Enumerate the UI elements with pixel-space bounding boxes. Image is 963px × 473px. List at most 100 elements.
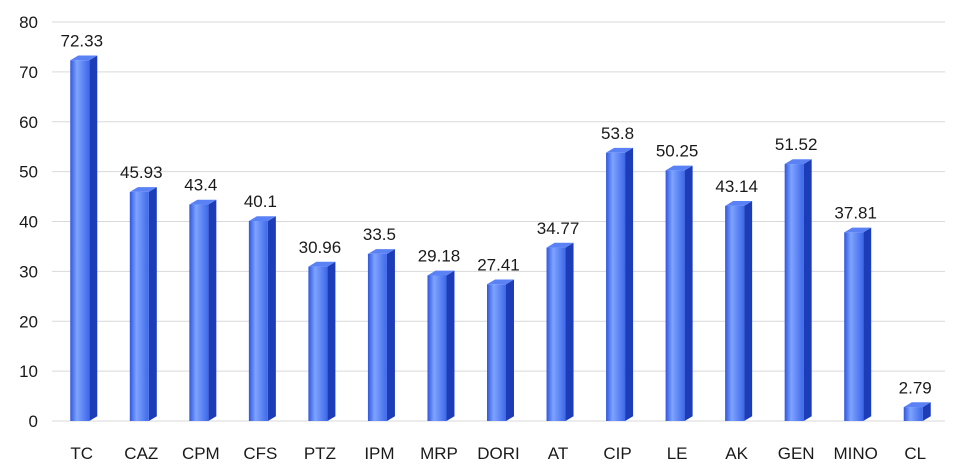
bar-side [506, 279, 514, 421]
bars [70, 55, 931, 422]
data-label-mrp: 29.18 [418, 247, 461, 266]
data-label-caz: 45.93 [120, 163, 163, 182]
bar-tc [70, 55, 98, 422]
x-tick-label-ptz: PTZ [304, 444, 336, 463]
data-label-cip: 53.8 [601, 124, 634, 143]
x-tick-label-cpm: CPM [182, 444, 220, 463]
bar-front [725, 205, 745, 421]
bar-front [70, 60, 90, 422]
bar-gen [784, 159, 812, 421]
bar-mrp [427, 270, 455, 421]
bar-ak [725, 201, 753, 421]
bar-ipm [367, 249, 395, 421]
bar-top [903, 402, 931, 408]
bar-at [546, 242, 574, 421]
y-tick-label: 70 [19, 63, 38, 82]
bar-ptz [308, 261, 336, 421]
bar-top [427, 270, 455, 276]
y-tick-label: 60 [19, 113, 38, 132]
bar-side [446, 270, 455, 421]
bar-front [367, 253, 387, 421]
bar-cpm [189, 199, 217, 421]
data-label-dori: 27.41 [477, 255, 520, 274]
bar-caz [129, 187, 157, 421]
data-label-at: 34.77 [537, 219, 580, 238]
x-tick-label-caz: CAZ [124, 444, 158, 463]
x-tick-label-le: LE [667, 444, 688, 463]
bar-front [844, 232, 864, 421]
bar-front [487, 284, 506, 421]
x-axis-ticks: TC CAZ CPM CFS PTZ IPM MRP DORI AT CIP LE AK GEN MINO… [70, 444, 926, 463]
x-tick-label-cfs: CFS [243, 444, 277, 463]
data-label-le: 50.25 [656, 142, 699, 161]
x-tick-label-tc: TC [70, 444, 93, 463]
bar-side [267, 216, 276, 421]
bar-top [189, 199, 217, 205]
bar-top [487, 279, 514, 285]
bar-side [148, 187, 157, 421]
y-axis-ticks: 0 10 20 30 40 50 60 70 80 [19, 13, 38, 431]
bar-side [89, 55, 98, 421]
data-label-mino: 37.81 [834, 204, 877, 223]
bar-cip [606, 147, 634, 422]
bar-top [129, 187, 157, 192]
x-tick-label-ak: AK [725, 444, 748, 463]
y-tick-label: 20 [19, 312, 38, 331]
bar-mino [844, 227, 872, 421]
data-label-cl: 2.79 [899, 378, 932, 397]
data-label-ak: 43.14 [715, 177, 758, 196]
x-tick-label-ipm: IPM [364, 444, 394, 463]
bar-front [665, 170, 685, 421]
bar-top [665, 165, 693, 171]
bar-front [308, 266, 328, 421]
bar-top [70, 55, 98, 61]
bar-top [784, 159, 812, 165]
bar-top [725, 201, 753, 206]
x-tick-label-dori: DORI [477, 444, 520, 463]
bar-front [784, 164, 804, 421]
bar-cl [903, 402, 931, 421]
bar-side [565, 242, 574, 421]
data-label-tc: 72.33 [60, 31, 103, 50]
bar-side [208, 199, 217, 421]
bar-side [803, 159, 812, 421]
bar-cfs [248, 216, 276, 421]
bar-side [327, 261, 336, 421]
y-tick-label: 80 [19, 13, 38, 32]
x-tick-label-cip: CIP [603, 444, 631, 463]
data-label-cfs: 40.1 [244, 192, 277, 211]
bar-top [606, 147, 634, 153]
bar-le [665, 165, 693, 421]
data-label-cpm: 43.4 [184, 176, 217, 195]
data-label-gen: 51.52 [775, 135, 818, 154]
bar-top [546, 242, 574, 248]
data-labels: 72.33 45.93 43.4 40.1 30.96 33.5 29.18 27.41 34.… [60, 31, 931, 397]
x-tick-label-cl: CL [904, 444, 926, 463]
bar-side [863, 227, 872, 421]
bar-front [427, 275, 447, 421]
bar-top [367, 249, 395, 254]
x-tick-label-gen: GEN [778, 444, 815, 463]
bar-side [625, 147, 634, 421]
bar-top [308, 261, 336, 267]
bar-side [922, 402, 931, 421]
y-tick-label: 10 [19, 362, 38, 381]
y-tick-label: 0 [29, 412, 38, 431]
bar-dori [487, 279, 514, 421]
bar-side [386, 249, 395, 421]
bar-front [606, 152, 626, 422]
bar-front [546, 247, 566, 421]
bar-front [248, 221, 268, 421]
data-label-ipm: 33.5 [363, 225, 396, 244]
x-tick-label-mino: MINO [834, 444, 878, 463]
bar-front [189, 204, 209, 421]
y-tick-label: 30 [19, 262, 38, 281]
data-label-ptz: 30.96 [299, 238, 342, 257]
x-tick-label-mrp: MRP [420, 444, 458, 463]
bar-front [903, 407, 923, 421]
y-tick-label: 40 [19, 213, 38, 232]
x-tick-label-at: AT [548, 444, 568, 463]
bar-top [844, 227, 872, 233]
bar-top [248, 216, 276, 222]
